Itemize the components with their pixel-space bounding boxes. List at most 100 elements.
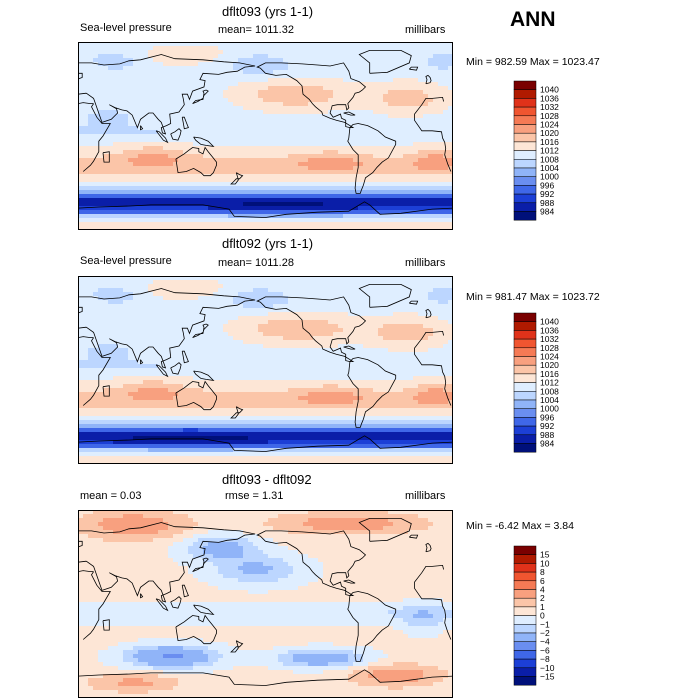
field-cell [228,78,234,83]
field-cell [188,110,194,115]
field-cell [223,182,229,187]
field-cell [318,214,324,219]
field-cell [178,110,184,115]
field-cell [408,82,414,87]
field-cell [93,202,99,207]
field-cell [98,320,104,325]
field-cell [283,78,289,83]
field-cell [433,186,439,191]
field-cell [113,66,119,71]
field-cell [288,198,294,203]
field-cell [313,154,319,159]
field-cell [373,202,379,207]
field-cell [118,300,124,305]
field-cell [433,194,439,199]
field-cell [318,46,324,51]
field-cell [273,62,279,67]
field-cell [233,206,239,211]
field-cell [413,284,419,289]
field-cell [183,86,189,91]
field-cell [148,300,154,305]
field-cell [313,328,319,333]
field-cell [378,218,384,223]
field-cell [168,214,174,219]
field-cell [248,78,254,83]
field-cell [113,90,119,95]
field-cell [273,178,279,183]
field-cell [418,118,424,123]
field-cell [378,50,384,55]
field-cell [103,284,109,289]
field-cell [183,114,189,119]
field-cell [203,46,209,51]
field-cell [143,284,149,289]
field-cell [168,292,174,297]
field-cell [313,166,319,171]
field-cell [183,222,189,227]
field-cell [243,78,249,83]
field-cell [243,202,249,207]
field-cell [333,308,339,313]
field-cell [383,186,389,191]
field-cell [313,218,319,223]
field-cell [408,214,414,219]
field-cell [318,304,324,309]
field-cell [233,86,239,91]
field-cell [228,288,234,293]
field-cell [188,86,194,91]
field-cell [333,198,339,203]
field-cell [413,146,419,151]
field-cell [353,166,359,171]
field-cell [373,162,379,167]
field-cell [268,332,274,337]
field-cell [438,118,444,123]
field-cell [358,54,364,59]
field-cell [363,106,369,111]
field-cell [283,150,289,155]
field-cell [323,328,329,333]
field-cell [113,344,119,349]
field-cell [223,94,229,99]
field-cell [93,186,99,191]
field-cell [358,62,364,67]
field-cell [138,174,144,179]
field-cell [333,218,339,223]
field-cell [398,154,404,159]
field-cell [328,118,334,123]
field-cell [438,198,444,203]
field-cell [308,74,314,79]
field-cell [238,46,244,51]
field-cell [258,50,264,55]
field-cell [198,158,204,163]
field-cell [138,312,144,317]
field-cell [248,114,254,119]
field-cell [233,210,239,215]
field-cell [398,222,404,227]
field-cell [413,162,419,167]
field-cell [328,78,334,83]
field-cell [178,74,184,79]
field-cell [203,102,209,107]
field-cell [238,328,244,333]
field-cell [113,226,119,230]
field-cell [203,158,209,163]
field-cell [288,332,294,337]
field-cell [353,106,359,111]
field-cell [223,138,229,143]
panel1-units: millibars [405,24,446,36]
field-cell [153,142,159,147]
field-cell [423,284,429,289]
field-cell [108,142,114,147]
field-cell [278,214,284,219]
field-cell [223,324,229,329]
field-cell [373,304,379,309]
field-cell [383,166,389,171]
field-cell [338,138,344,143]
field-cell [78,332,84,337]
field-cell [398,304,404,309]
field-cell [393,110,399,115]
field-cell [298,198,304,203]
field-cell [153,174,159,179]
field-cell [213,94,219,99]
field-cell [223,190,229,195]
